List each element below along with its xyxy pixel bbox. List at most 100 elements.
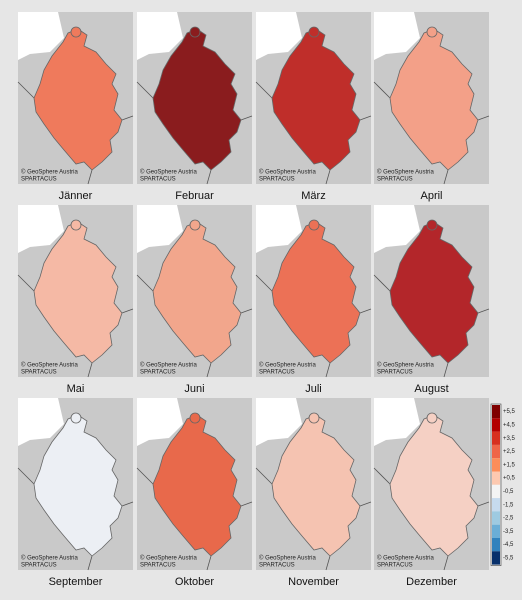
legend-swatch [492, 458, 500, 472]
legend-label: -1,5 [503, 502, 514, 508]
source: SPARTACUS [377, 563, 413, 569]
credit: © GeoSphere Austria [140, 362, 197, 369]
border-line [17, 274, 134, 378]
legend-label: -2,5 [503, 516, 514, 522]
source: SPARTACUS [21, 177, 57, 183]
month-label: Mai [67, 383, 85, 395]
border-line [373, 81, 490, 185]
lake [256, 205, 302, 253]
month-label: Dezember [406, 576, 457, 588]
source: SPARTACUS [140, 563, 176, 569]
border-line [373, 467, 490, 571]
border-line [255, 467, 372, 571]
legend-swatch [492, 511, 500, 525]
region [33, 28, 123, 171]
region [152, 28, 242, 171]
border-line [136, 81, 253, 185]
legend-swatch [492, 484, 500, 499]
legend-swatch [492, 418, 500, 432]
legend-label: +5,5 [503, 409, 516, 415]
lake [137, 398, 183, 446]
credit: © GeoSphere Austria [21, 362, 78, 369]
region-top [308, 219, 320, 231]
border-line [255, 274, 372, 378]
region-top [308, 26, 320, 38]
lake [374, 398, 420, 446]
source: SPARTACUS [259, 563, 295, 569]
month-label: Juli [305, 383, 322, 395]
source: SPARTACUS [140, 370, 176, 376]
credit: © GeoSphere Austria [259, 555, 316, 562]
region [389, 221, 479, 364]
month-label: August [414, 383, 448, 395]
legend-swatch [492, 471, 500, 485]
region-top [189, 219, 201, 231]
legend-label: -5,5 [503, 556, 514, 562]
legend-swatch [492, 431, 500, 445]
legend-swatch [492, 405, 500, 419]
credit: © GeoSphere Austria [259, 169, 316, 176]
lake [256, 398, 302, 446]
region-top [70, 412, 82, 424]
credit: © GeoSphere Austria [21, 169, 78, 176]
lake [18, 12, 64, 60]
border-line [136, 467, 253, 571]
region [271, 221, 361, 364]
region-top [70, 26, 82, 38]
legend-label: +2,5 [503, 449, 516, 455]
region [33, 221, 123, 364]
legend-swatch [492, 538, 500, 552]
border-line [17, 467, 134, 571]
region [389, 28, 479, 171]
region-top [426, 219, 438, 231]
border-line [17, 81, 134, 185]
source: SPARTACUS [21, 370, 57, 376]
lake [137, 205, 183, 253]
credit: © GeoSphere Austria [140, 555, 197, 562]
legend-swatch [492, 551, 500, 565]
month-label: Jänner [59, 190, 93, 202]
month-label: April [420, 190, 442, 202]
credit: © GeoSphere Austria [377, 555, 434, 562]
legend-swatch [492, 444, 500, 459]
month-label: November [288, 576, 339, 588]
credit: © GeoSphere Austria [140, 169, 197, 176]
region-top [426, 412, 438, 424]
lake [374, 12, 420, 60]
lake [374, 205, 420, 253]
lake [256, 12, 302, 60]
lake [18, 398, 64, 446]
region-top [189, 412, 201, 424]
legend-label: +1,5 [503, 462, 516, 468]
region-top [189, 26, 201, 38]
legend-swatch [492, 524, 500, 538]
month-label: Oktober [175, 576, 214, 588]
legend-frame [490, 403, 502, 566]
credit: © GeoSphere Austria [259, 362, 316, 369]
legend-label: +3,5 [503, 436, 516, 442]
region-top [308, 412, 320, 424]
lake [18, 205, 64, 253]
border-line [255, 81, 372, 185]
region [271, 28, 361, 171]
month-label: März [301, 190, 325, 202]
legend-label: -4,5 [503, 542, 514, 548]
month-label: September [49, 576, 103, 588]
legend-swatch [492, 498, 500, 512]
source: SPARTACUS [259, 370, 295, 376]
region [152, 414, 242, 557]
credit: © GeoSphere Austria [377, 169, 434, 176]
